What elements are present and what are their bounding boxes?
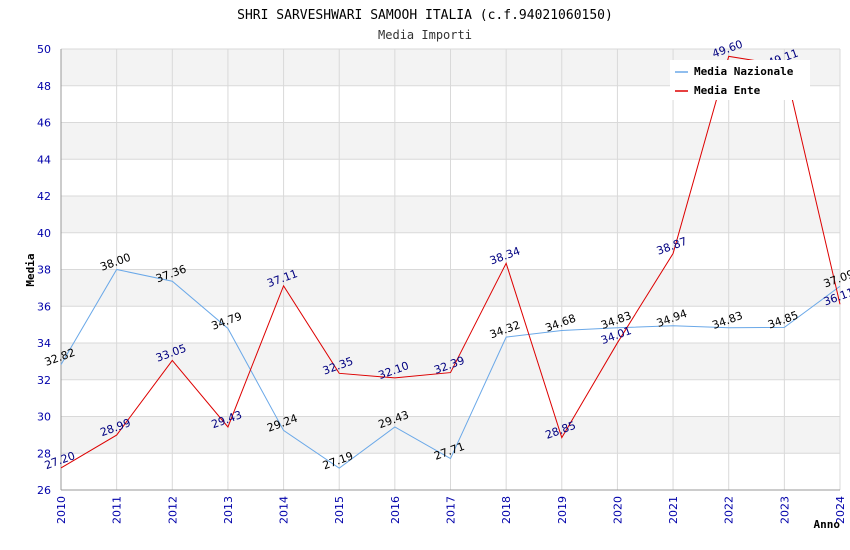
y-tick-label: 46: [37, 117, 51, 130]
x-tick-label: 2022: [723, 496, 736, 524]
y-tick-label: 32: [37, 374, 51, 387]
y-tick-label: 44: [37, 153, 51, 166]
series-line: [60, 55, 841, 469]
x-tick-labels: 2010 2011 2012 2013 2014 2015 2016 2017 2018 2019…: [55, 496, 847, 524]
x-tick-label: 2023: [778, 496, 791, 524]
x-tick-label: 2024: [834, 496, 847, 524]
y-tick-label: 28: [37, 447, 51, 460]
x-tick-label: 2015: [333, 496, 346, 524]
y-tick-label: 34: [37, 337, 51, 350]
chart-subtitle: Media Importi: [378, 28, 472, 42]
y-tick-label: 38: [37, 264, 51, 277]
y-tick-label: 30: [37, 411, 51, 424]
y-tick-label: 26: [37, 484, 51, 497]
y-axis-label: Media: [24, 253, 37, 286]
y-tick-label: 42: [37, 190, 51, 203]
x-tick-label: 2013: [222, 496, 235, 524]
x-tick-label: 2011: [111, 496, 124, 524]
y-tick-label: 48: [37, 80, 51, 93]
x-tick-label: 2010: [55, 496, 68, 524]
series-lines: [60, 55, 841, 469]
axes: [60, 49, 840, 491]
series-line: [60, 268, 841, 469]
x-tick-label: 2019: [556, 496, 569, 524]
x-tick-label: 2020: [611, 496, 624, 524]
x-tick-label: 2018: [500, 496, 513, 524]
y-tick-label: 36: [37, 300, 51, 313]
x-tick-label: 2014: [278, 496, 291, 524]
y-tick-label: 40: [37, 227, 51, 240]
y-tick-labels: 26 28 30 32 34 36 38 40 42 44 46 48 50: [37, 43, 51, 497]
x-axis-label: Anno: [814, 518, 841, 531]
legend: Media Nazionale Media Ente: [670, 60, 810, 100]
x-tick-label: 2012: [166, 496, 179, 524]
chart-title: SHRI SARVESHWARI SAMOOH ITALIA (c.f.9402…: [237, 8, 613, 23]
x-tick-label: 2017: [445, 496, 458, 524]
legend-label-media-nazionale: Media Nazionale: [694, 65, 794, 78]
y-tick-label: 50: [37, 43, 51, 56]
legend-label-media-ente: Media Ente: [694, 84, 761, 97]
x-tick-label: 2016: [389, 496, 402, 524]
legend-box: [670, 60, 810, 100]
x-tick-label: 2021: [667, 496, 680, 524]
